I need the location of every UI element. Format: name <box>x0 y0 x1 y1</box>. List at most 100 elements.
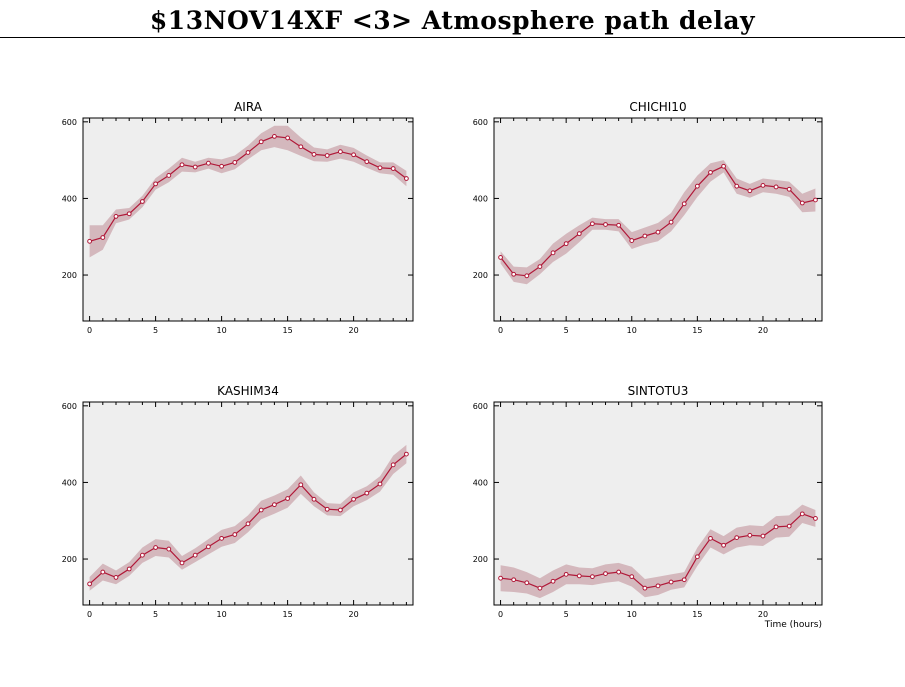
data-point <box>192 552 198 558</box>
y-tick-label: 600 <box>473 118 488 127</box>
x-tick-label: 0 <box>498 326 503 335</box>
error-band <box>89 444 407 591</box>
data-point <box>311 496 317 502</box>
y-tick-label: 200 <box>473 271 488 280</box>
x-axis-label: Time (hours) <box>764 620 822 630</box>
data-point <box>245 521 251 527</box>
x-tick-label: 5 <box>564 326 569 335</box>
y-tick-label: 600 <box>62 402 77 411</box>
plot-title: KASHIM34 <box>217 384 279 398</box>
data-point <box>721 542 726 548</box>
data-point <box>813 197 818 203</box>
data-point <box>576 573 582 579</box>
data-point <box>258 507 264 513</box>
data-point <box>498 255 503 260</box>
x-tick-label: 10 <box>627 326 637 335</box>
x-tick-label: 5 <box>153 326 158 335</box>
data-point <box>351 496 357 502</box>
data-point <box>616 222 622 228</box>
data-point <box>140 199 145 204</box>
data-point <box>87 581 92 587</box>
data-point <box>153 545 159 550</box>
x-tick-label: 20 <box>349 610 359 619</box>
data-point <box>113 214 119 219</box>
y-tick-label: 200 <box>62 271 77 280</box>
data-point <box>498 575 503 581</box>
page-title: $13NOV14XF <3> Atmosphere path delay <box>149 6 756 35</box>
data-point <box>87 238 92 244</box>
data-point <box>232 160 238 165</box>
data-point <box>192 164 198 170</box>
error-band <box>89 125 407 258</box>
error-band <box>500 160 816 285</box>
data-point <box>524 273 530 279</box>
data-point <box>285 135 291 141</box>
data-point <box>550 250 556 256</box>
x-tick-label: 10 <box>627 610 637 619</box>
data-point <box>799 200 805 206</box>
x-tick-label: 15 <box>692 610 702 619</box>
data-point <box>629 574 635 580</box>
data-point <box>179 560 185 566</box>
data-point <box>721 163 726 169</box>
data-point <box>153 181 159 187</box>
data-point <box>390 166 396 171</box>
data-point <box>681 201 687 207</box>
plot-panel-1: 200 400 600 0 5 10 15 20 AIRA <box>62 100 414 335</box>
data-point <box>734 183 740 189</box>
data-point <box>773 524 779 530</box>
data-point <box>206 160 211 166</box>
x-tick-label: 20 <box>758 610 768 619</box>
data-point <box>681 577 687 583</box>
data-point <box>166 546 172 552</box>
data-point <box>511 271 517 277</box>
data-point <box>351 152 357 158</box>
data-point <box>576 231 582 237</box>
data-point <box>786 523 792 529</box>
data-point <box>140 552 145 558</box>
data-point <box>126 566 132 572</box>
x-tick-label: 5 <box>153 610 158 619</box>
x-tick-label: 20 <box>758 326 768 335</box>
x-tick-label: 10 <box>217 326 227 335</box>
data-point <box>390 462 396 468</box>
data-point <box>298 144 304 150</box>
data-point <box>311 151 317 157</box>
x-tick-label: 0 <box>87 610 92 619</box>
plot-panel-3: 200 400 600 0 5 10 15 20 KASHIM34 <box>62 384 414 619</box>
data-point <box>404 176 409 181</box>
data-point <box>166 173 172 178</box>
x-tick-label: 15 <box>692 326 702 335</box>
data-point <box>760 533 766 539</box>
x-tick-label: 10 <box>217 610 227 619</box>
data-point <box>786 186 792 192</box>
data-point <box>590 574 595 580</box>
data-point <box>550 578 556 584</box>
x-tick-label: 20 <box>349 326 359 335</box>
data-point <box>629 238 635 243</box>
x-tick-label: 0 <box>87 326 92 335</box>
data-point <box>537 585 543 591</box>
x-tick-label: 5 <box>564 610 569 619</box>
y-tick-label: 200 <box>473 555 488 564</box>
data-point <box>708 169 713 175</box>
data-point <box>563 571 569 577</box>
data-point <box>206 544 211 550</box>
data-point <box>338 149 343 155</box>
data-point <box>747 532 753 538</box>
data-point <box>773 184 779 190</box>
data-point <box>113 575 119 580</box>
data-point <box>799 511 805 517</box>
data-point <box>616 569 622 575</box>
data-point <box>338 507 343 513</box>
data-point <box>708 535 713 541</box>
x-tick-label: 15 <box>283 610 293 619</box>
data-point <box>377 481 383 487</box>
data-point <box>760 183 766 188</box>
data-point <box>603 222 608 227</box>
data-point <box>404 451 409 457</box>
plot-title: SINTOTU3 <box>628 384 689 398</box>
data-point <box>258 139 264 145</box>
data-point <box>655 583 661 589</box>
data-point <box>179 162 185 168</box>
